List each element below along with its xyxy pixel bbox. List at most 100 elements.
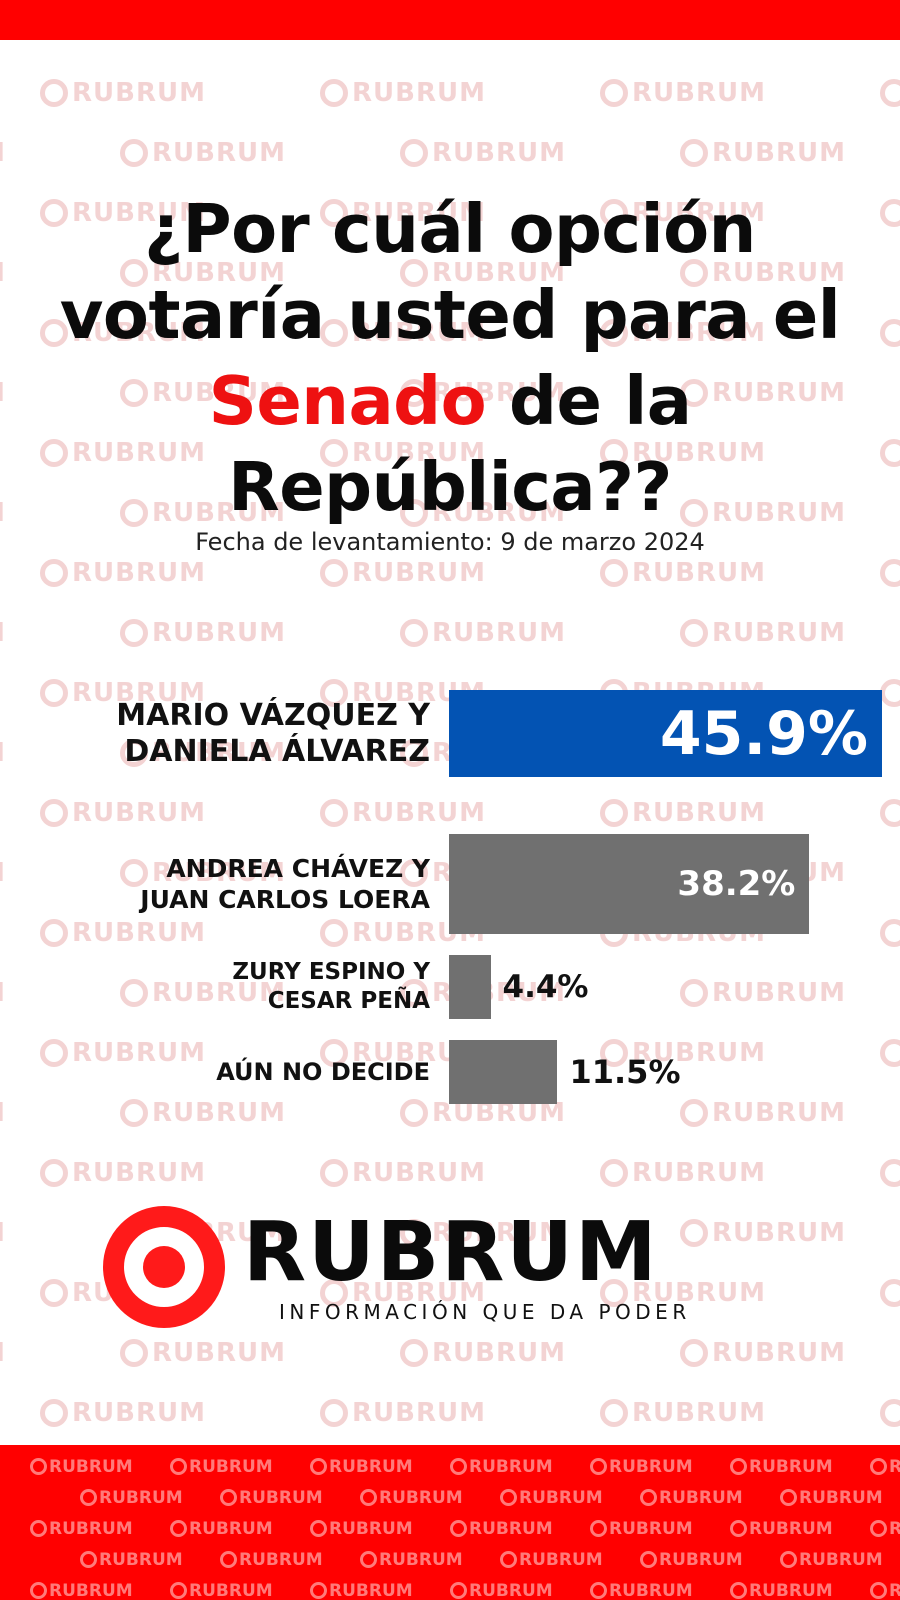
watermark-ring-icon xyxy=(220,1489,237,1506)
watermark-logo: RUBRUM xyxy=(870,1581,900,1600)
bar-value-2: 38.2% xyxy=(677,864,796,904)
watermark-logo: RUBRUM xyxy=(870,1457,900,1477)
watermark-ring-icon xyxy=(320,919,348,947)
watermark-logo: RUBRUM xyxy=(80,1550,183,1570)
watermark-logo: RUBRUM xyxy=(500,1550,603,1570)
watermark-ring-icon xyxy=(30,1582,47,1599)
rubrum-logo: RUBRUM INFORMACIÓN QUE DA PODER xyxy=(103,1198,803,1338)
watermark-logo: RUBRUM xyxy=(880,1038,900,1068)
survey-date: Fecha de levantamiento: 9 de marzo 2024 xyxy=(195,528,705,556)
watermark-logo: RUBRUM xyxy=(450,1519,553,1539)
watermark-ring-icon xyxy=(400,739,428,767)
watermark-ring-icon xyxy=(360,1551,377,1568)
bar-label-3: ZURY ESPINO Y CESAR PEÑA xyxy=(232,958,430,1016)
watermark-ring-icon xyxy=(40,1039,68,1067)
watermark-logo: RUBRUM xyxy=(170,1581,273,1600)
bar-label-line: CESAR PEÑA xyxy=(267,988,430,1014)
watermark-ring-icon xyxy=(500,1551,517,1568)
watermark-logo: RUBRUM xyxy=(600,198,766,228)
watermark-logo: RUBRUM xyxy=(680,978,846,1008)
watermark-logo: RUBRUM xyxy=(40,1158,206,1188)
watermark-logo: RUBRUM xyxy=(120,378,286,408)
watermark-logo: RUBRUM xyxy=(640,1488,743,1508)
watermark-logo: RUBRUM xyxy=(680,378,846,408)
watermark-ring-icon xyxy=(320,1159,348,1187)
watermark-logo: RUBRUM xyxy=(880,678,900,708)
watermark-ring-icon xyxy=(400,859,428,887)
watermark-ring-icon xyxy=(220,1551,237,1568)
watermark-logo: RUBRUM xyxy=(400,138,566,168)
watermark-logo: RUBRUM xyxy=(730,1457,833,1477)
bar-label-line: MARIO VÁZQUEZ Y xyxy=(116,697,430,733)
watermark-ring-icon xyxy=(780,1489,797,1506)
watermark-ring-icon xyxy=(40,1159,68,1187)
bar-label-line: JUAN CARLOS LOERA xyxy=(140,885,430,914)
watermark-ring-icon xyxy=(500,1489,517,1506)
watermark-ring-icon xyxy=(320,319,348,347)
watermark-logo: RUBRUM xyxy=(600,438,766,468)
watermark-ring-icon xyxy=(780,1551,797,1568)
watermark-ring-icon xyxy=(880,679,900,707)
watermark-logo: RUBRUM xyxy=(590,1457,693,1477)
watermark-logo: RUBRUM xyxy=(170,1457,273,1477)
watermark-ring-icon xyxy=(320,199,348,227)
watermark-ring-icon xyxy=(730,1458,747,1475)
watermark-ring-icon xyxy=(880,79,900,107)
bar-label-2: ANDREA CHÁVEZ Y JUAN CARLOS LOERA xyxy=(140,853,430,915)
watermark-ring-icon xyxy=(600,559,628,587)
bar-value-3: 4.4% xyxy=(502,968,589,1005)
watermark-logo: RUBRUM xyxy=(320,318,486,348)
watermark-ring-icon xyxy=(30,1520,47,1537)
watermark-logo: RUBRUM xyxy=(120,618,286,648)
watermark-logo: RUBRUM xyxy=(320,1278,486,1308)
watermark-ring-icon xyxy=(880,1399,900,1427)
watermark-ring-icon xyxy=(880,1159,900,1187)
watermark-logo: RUBRUM xyxy=(40,558,206,588)
watermark-logo: RUBRUM xyxy=(880,1398,900,1428)
watermark-ring-icon xyxy=(400,1339,428,1367)
watermark-ring-icon xyxy=(40,799,68,827)
watermark-logo: RUBRUM xyxy=(880,798,900,828)
watermark-ring-icon xyxy=(600,799,628,827)
watermark-logo: RUBRUM xyxy=(680,258,846,288)
watermark-logo: RUBRUM xyxy=(880,1278,900,1308)
watermark-ring-icon xyxy=(880,1279,900,1307)
watermark-ring-icon xyxy=(120,979,148,1007)
watermark-ring-icon xyxy=(170,1520,187,1537)
logo-tagline: INFORMACIÓN QUE DA PODER xyxy=(279,1300,691,1324)
watermark-logo: RUBRUM xyxy=(0,258,6,288)
watermark-logo: RUBRUM xyxy=(680,1338,846,1368)
watermark-ring-icon xyxy=(40,199,68,227)
watermark-ring-icon xyxy=(600,1279,628,1307)
watermark-ring-icon xyxy=(640,1489,657,1506)
watermark-ring-icon xyxy=(730,1582,747,1599)
watermark-logo: RUBRUM xyxy=(40,1398,206,1428)
watermark-logo: RUBRUM xyxy=(310,1457,413,1477)
watermark-logo: RUBRUM xyxy=(320,798,486,828)
watermark-ring-icon xyxy=(80,1551,97,1568)
watermark-logo: RUBRUM xyxy=(0,738,6,768)
watermark-ring-icon xyxy=(600,1039,628,1067)
watermark-ring-icon xyxy=(680,1219,708,1247)
watermark-logo: RUBRUM xyxy=(40,438,206,468)
watermark-logo: RUBRUM xyxy=(0,138,6,168)
title-part-2: de la República?? xyxy=(228,362,692,526)
watermark-ring-icon xyxy=(400,379,428,407)
watermark-logo: RUBRUM xyxy=(400,1338,566,1368)
watermark-ring-icon xyxy=(680,1099,708,1127)
watermark-logo: RUBRUM xyxy=(0,1218,6,1248)
watermark-logo: RUBRUM xyxy=(600,1278,766,1308)
bar-4 xyxy=(449,1040,558,1104)
watermark-ring-icon xyxy=(880,559,900,587)
watermark-logo: RUBRUM xyxy=(320,1158,486,1188)
watermark-logo: RUBRUM xyxy=(80,1488,183,1508)
watermark-logo: RUBRUM xyxy=(880,558,900,588)
watermark-ring-icon xyxy=(320,679,348,707)
watermark-ring-icon xyxy=(600,439,628,467)
watermark-logo: RUBRUM xyxy=(30,1457,133,1477)
watermark-ring-icon xyxy=(40,559,68,587)
watermark-ring-icon xyxy=(30,1458,47,1475)
watermark-ring-icon xyxy=(680,619,708,647)
watermark-ring-icon xyxy=(400,499,428,527)
watermark-ring-icon xyxy=(600,79,628,107)
